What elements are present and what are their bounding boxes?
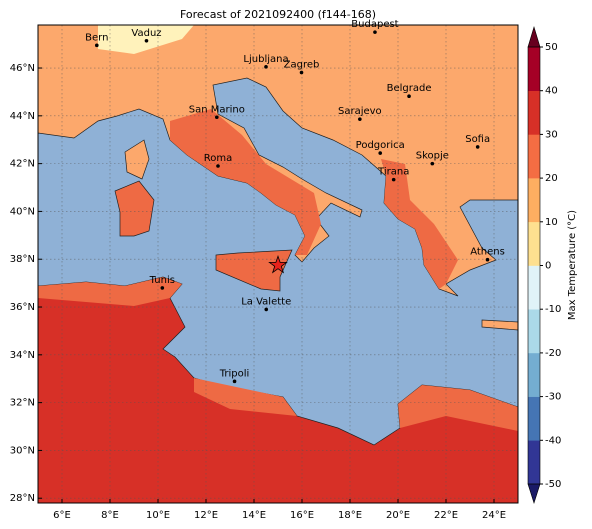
y-tick-label: 28°N [10,493,35,504]
colorbar-tick-label: 50 [545,42,558,53]
colorbar-tick-label: -40 [545,435,561,446]
y-tick-label: 40°N [10,206,35,217]
colorbar-tick-label: -30 [545,392,561,403]
x-tick-label: 22°E [434,510,458,521]
map-frame [37,24,519,504]
city-label: Roma [204,153,233,164]
city-dot [216,164,220,168]
city-dot [373,30,377,34]
colorbar-segment [528,90,540,135]
city-label: Belgrade [387,83,432,94]
map-title: Forecast of 2021092400 (f144-168) [180,8,376,21]
city-label: Tunis [149,275,175,286]
x-tick-label: 20°E [386,510,410,521]
city-label: Tripoli [219,368,250,379]
city-label: Ljubljana [243,54,288,65]
y-tick-label: 46°N [10,63,35,74]
city-dot [358,117,362,121]
city-dot [264,307,269,312]
colorbar-tick-label: -50 [545,479,561,490]
city-dot [232,379,237,384]
y-tick-label: 38°N [10,254,35,265]
x-tick-label: 14°E [242,510,266,521]
city-label: Bern [85,32,108,43]
city-label: Skopje [416,151,449,162]
colorbar-tick-label: 40 [545,86,558,97]
colorbar-segment [528,440,540,485]
city-dot [378,151,383,155]
city-dot [407,94,411,99]
colorbar-segment [528,309,540,354]
x-tick-label: 24°E [482,510,506,521]
city-dot [391,177,396,182]
colorbar-segment [528,265,540,310]
colorbar-tick-label: -10 [545,304,561,315]
x-tick-label: 6°E [53,510,71,521]
y-tick-label: 32°N [10,398,35,409]
x-tick-label: 16°E [290,510,314,521]
colorbar-segment [528,134,540,179]
city-dot [475,145,480,149]
city-label: Tirana [377,167,409,178]
warm-cyrenaica [398,385,518,431]
colorbar-tick-label: 10 [545,217,558,228]
city-dot [160,286,165,290]
city-label: Athens [470,247,505,258]
sardinia [114,180,155,237]
city-label: Vaduz [131,28,161,39]
warm-italy [170,109,321,255]
y-tick-label: 30°N [10,445,35,456]
city-dot [485,257,490,262]
city-label: Podgorica [356,140,405,151]
colorbar-extend-under [527,483,541,504]
warm-tunisia-coast [38,277,182,306]
x-tick-label: 10°E [146,510,170,521]
y-tick-label: 34°N [10,350,35,361]
colorbar-tick-label: 0 [545,261,551,272]
corsica [124,139,150,180]
star-marker [268,254,288,274]
colorbar-tick-label: 20 [545,173,558,184]
warm-libya-coast [194,378,297,416]
y-tick-label: 42°N [10,159,35,170]
city-dot [430,161,435,166]
city-label: Sofia [465,134,490,145]
city-dot [95,43,99,48]
x-tick-label: 12°E [194,510,218,521]
colorbar-segment [528,396,540,441]
city-label: San Marino [189,104,245,115]
warm-balkan-coast [381,159,458,289]
colorbar-segment [528,352,540,397]
colorbar-tick-label: 30 [545,129,558,140]
city-label: Budapest [351,19,398,30]
city-label: Zagreb [284,60,320,71]
crete [481,319,518,331]
city-dot [144,38,149,43]
city-dot [215,115,219,120]
y-tick-label: 36°N [10,302,35,313]
colorbar-segment [528,221,540,266]
colorbar-segment [528,178,540,223]
city-dot [264,65,268,69]
colorbar-tick-label: -20 [545,348,561,359]
colorbar-label: Max Temperature (°C) [567,210,578,320]
x-tick-label: 8°E [101,510,119,521]
city-dot [299,70,304,75]
x-tick-label: 18°E [338,510,362,521]
city-label: La Valette [241,296,291,307]
city-label: Sarajevo [338,106,382,117]
colorbar-extend-over [527,25,541,48]
y-tick-label: 44°N [10,111,35,122]
colorbar-segment [528,47,540,91]
